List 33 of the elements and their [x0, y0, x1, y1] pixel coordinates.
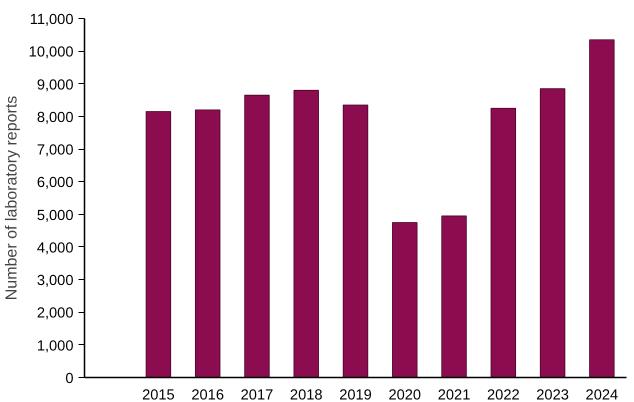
x-tick-label: 2024 [586, 388, 618, 402]
y-tick-label: 8,000 [36, 110, 74, 126]
x-tick-label: 2021 [438, 388, 470, 402]
bar [589, 39, 615, 378]
y-tick-label: 10,000 [28, 44, 74, 61]
x-tick-label: 2022 [487, 388, 520, 402]
y-tick-label: 9,000 [36, 77, 74, 94]
y-tick-label: 1,000 [36, 338, 74, 354]
y-tick-label: 0 [65, 371, 74, 387]
y-tick-label: 3,000 [36, 273, 74, 290]
y-tick-label: 6,000 [36, 175, 74, 192]
bar [294, 90, 319, 378]
y-tick-label: 4,000 [36, 240, 74, 256]
bar [244, 94, 270, 378]
y-tick-label: 5,000 [36, 208, 74, 224]
bar [392, 222, 418, 378]
bar [146, 111, 172, 378]
x-tick-label: 2016 [191, 388, 224, 402]
bar [490, 108, 516, 378]
y-tick-label: 7,000 [36, 142, 74, 159]
x-tick-label: 2019 [339, 388, 372, 402]
y-axis-title: Number of laboratory reports [4, 96, 21, 300]
bar [194, 109, 220, 378]
x-tick-label: 2023 [536, 388, 569, 402]
x-tick-label: 2017 [240, 388, 274, 402]
x-tick-label: 2020 [388, 388, 422, 402]
y-tick-label: 11,000 [30, 12, 74, 28]
x-tick-label: 2015 [142, 388, 175, 402]
bar [441, 216, 467, 378]
y-tick-label: 2,000 [36, 306, 74, 322]
x-tick-label: 2018 [290, 388, 323, 402]
bar [342, 104, 368, 378]
bar [540, 88, 566, 378]
